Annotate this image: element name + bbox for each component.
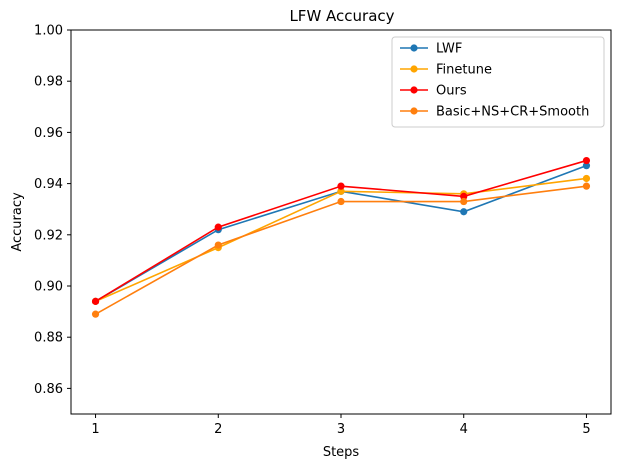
- y-axis: 0.86 0.88 0.90 0.92 0.94 0.96 0.98 1.00: [34, 24, 71, 397]
- data-point-basic-ns-cr-smooth: [582, 182, 591, 190]
- legend-item-basic-ns-cr-smooth: Basic+NS+CR+Smooth: [400, 105, 589, 120]
- data-point-basic-ns-cr-smooth: [91, 310, 100, 318]
- y-tick-label: 0.96: [34, 126, 63, 141]
- legend-item-lwf: LWF: [400, 42, 462, 57]
- x-axis-label: Steps: [323, 445, 360, 460]
- legend-marker: [410, 86, 418, 94]
- legend-label: Finetune: [436, 63, 492, 78]
- data-point-finetune: [337, 187, 345, 195]
- legend-box: [391, 36, 605, 128]
- x-tick-label: 1: [91, 422, 99, 437]
- data-point-basic-ns-cr-smooth: [214, 241, 222, 249]
- series-layer: [91, 156, 591, 318]
- legend-label: Basic+NS+CR+Smooth: [436, 105, 589, 120]
- legend: LWF Finetune Ours Basic+NS+CR+Smooth: [391, 36, 605, 128]
- data-point-ours: [582, 156, 591, 165]
- data-point-basic-ns-cr-smooth: [460, 197, 468, 206]
- data-point-ours: [460, 192, 468, 200]
- x-tick-label: 4: [460, 422, 468, 437]
- x-axis: 1 2 3 4 5: [91, 414, 591, 437]
- y-tick-label: 1.00: [34, 24, 63, 39]
- legend-label: Ours: [436, 84, 467, 99]
- y-tick-label: 0.98: [34, 75, 63, 90]
- data-point-ours: [337, 182, 345, 190]
- legend-marker: [410, 65, 418, 73]
- data-point-ours: [91, 297, 100, 305]
- series-basic-ns-cr-smooth: [91, 182, 591, 318]
- legend-marker: [410, 44, 418, 52]
- x-tick-label: 3: [337, 422, 345, 437]
- y-tick-label: 0.88: [34, 331, 63, 346]
- y-tick-label: 0.86: [34, 382, 63, 397]
- data-point-basic-ns-cr-smooth: [337, 197, 345, 206]
- y-tick-label: 0.92: [34, 228, 63, 243]
- data-point-ours: [214, 223, 222, 231]
- chart-title: LFW Accuracy: [289, 7, 394, 25]
- y-axis-label: Accuracy: [10, 192, 25, 252]
- legend-label: LWF: [436, 42, 462, 57]
- legend-item-finetune: Finetune: [400, 63, 492, 78]
- legend-marker: [410, 107, 418, 115]
- x-tick-label: 5: [582, 422, 590, 437]
- data-point-finetune: [582, 174, 591, 183]
- y-tick-label: 0.94: [34, 177, 63, 192]
- y-tick-label: 0.90: [34, 280, 63, 295]
- data-point-lwf: [460, 208, 468, 216]
- data-point-lwf: [582, 162, 591, 170]
- legend-item-ours: Ours: [400, 84, 467, 99]
- series-ours: [91, 156, 591, 305]
- x-tick-label: 2: [214, 422, 222, 437]
